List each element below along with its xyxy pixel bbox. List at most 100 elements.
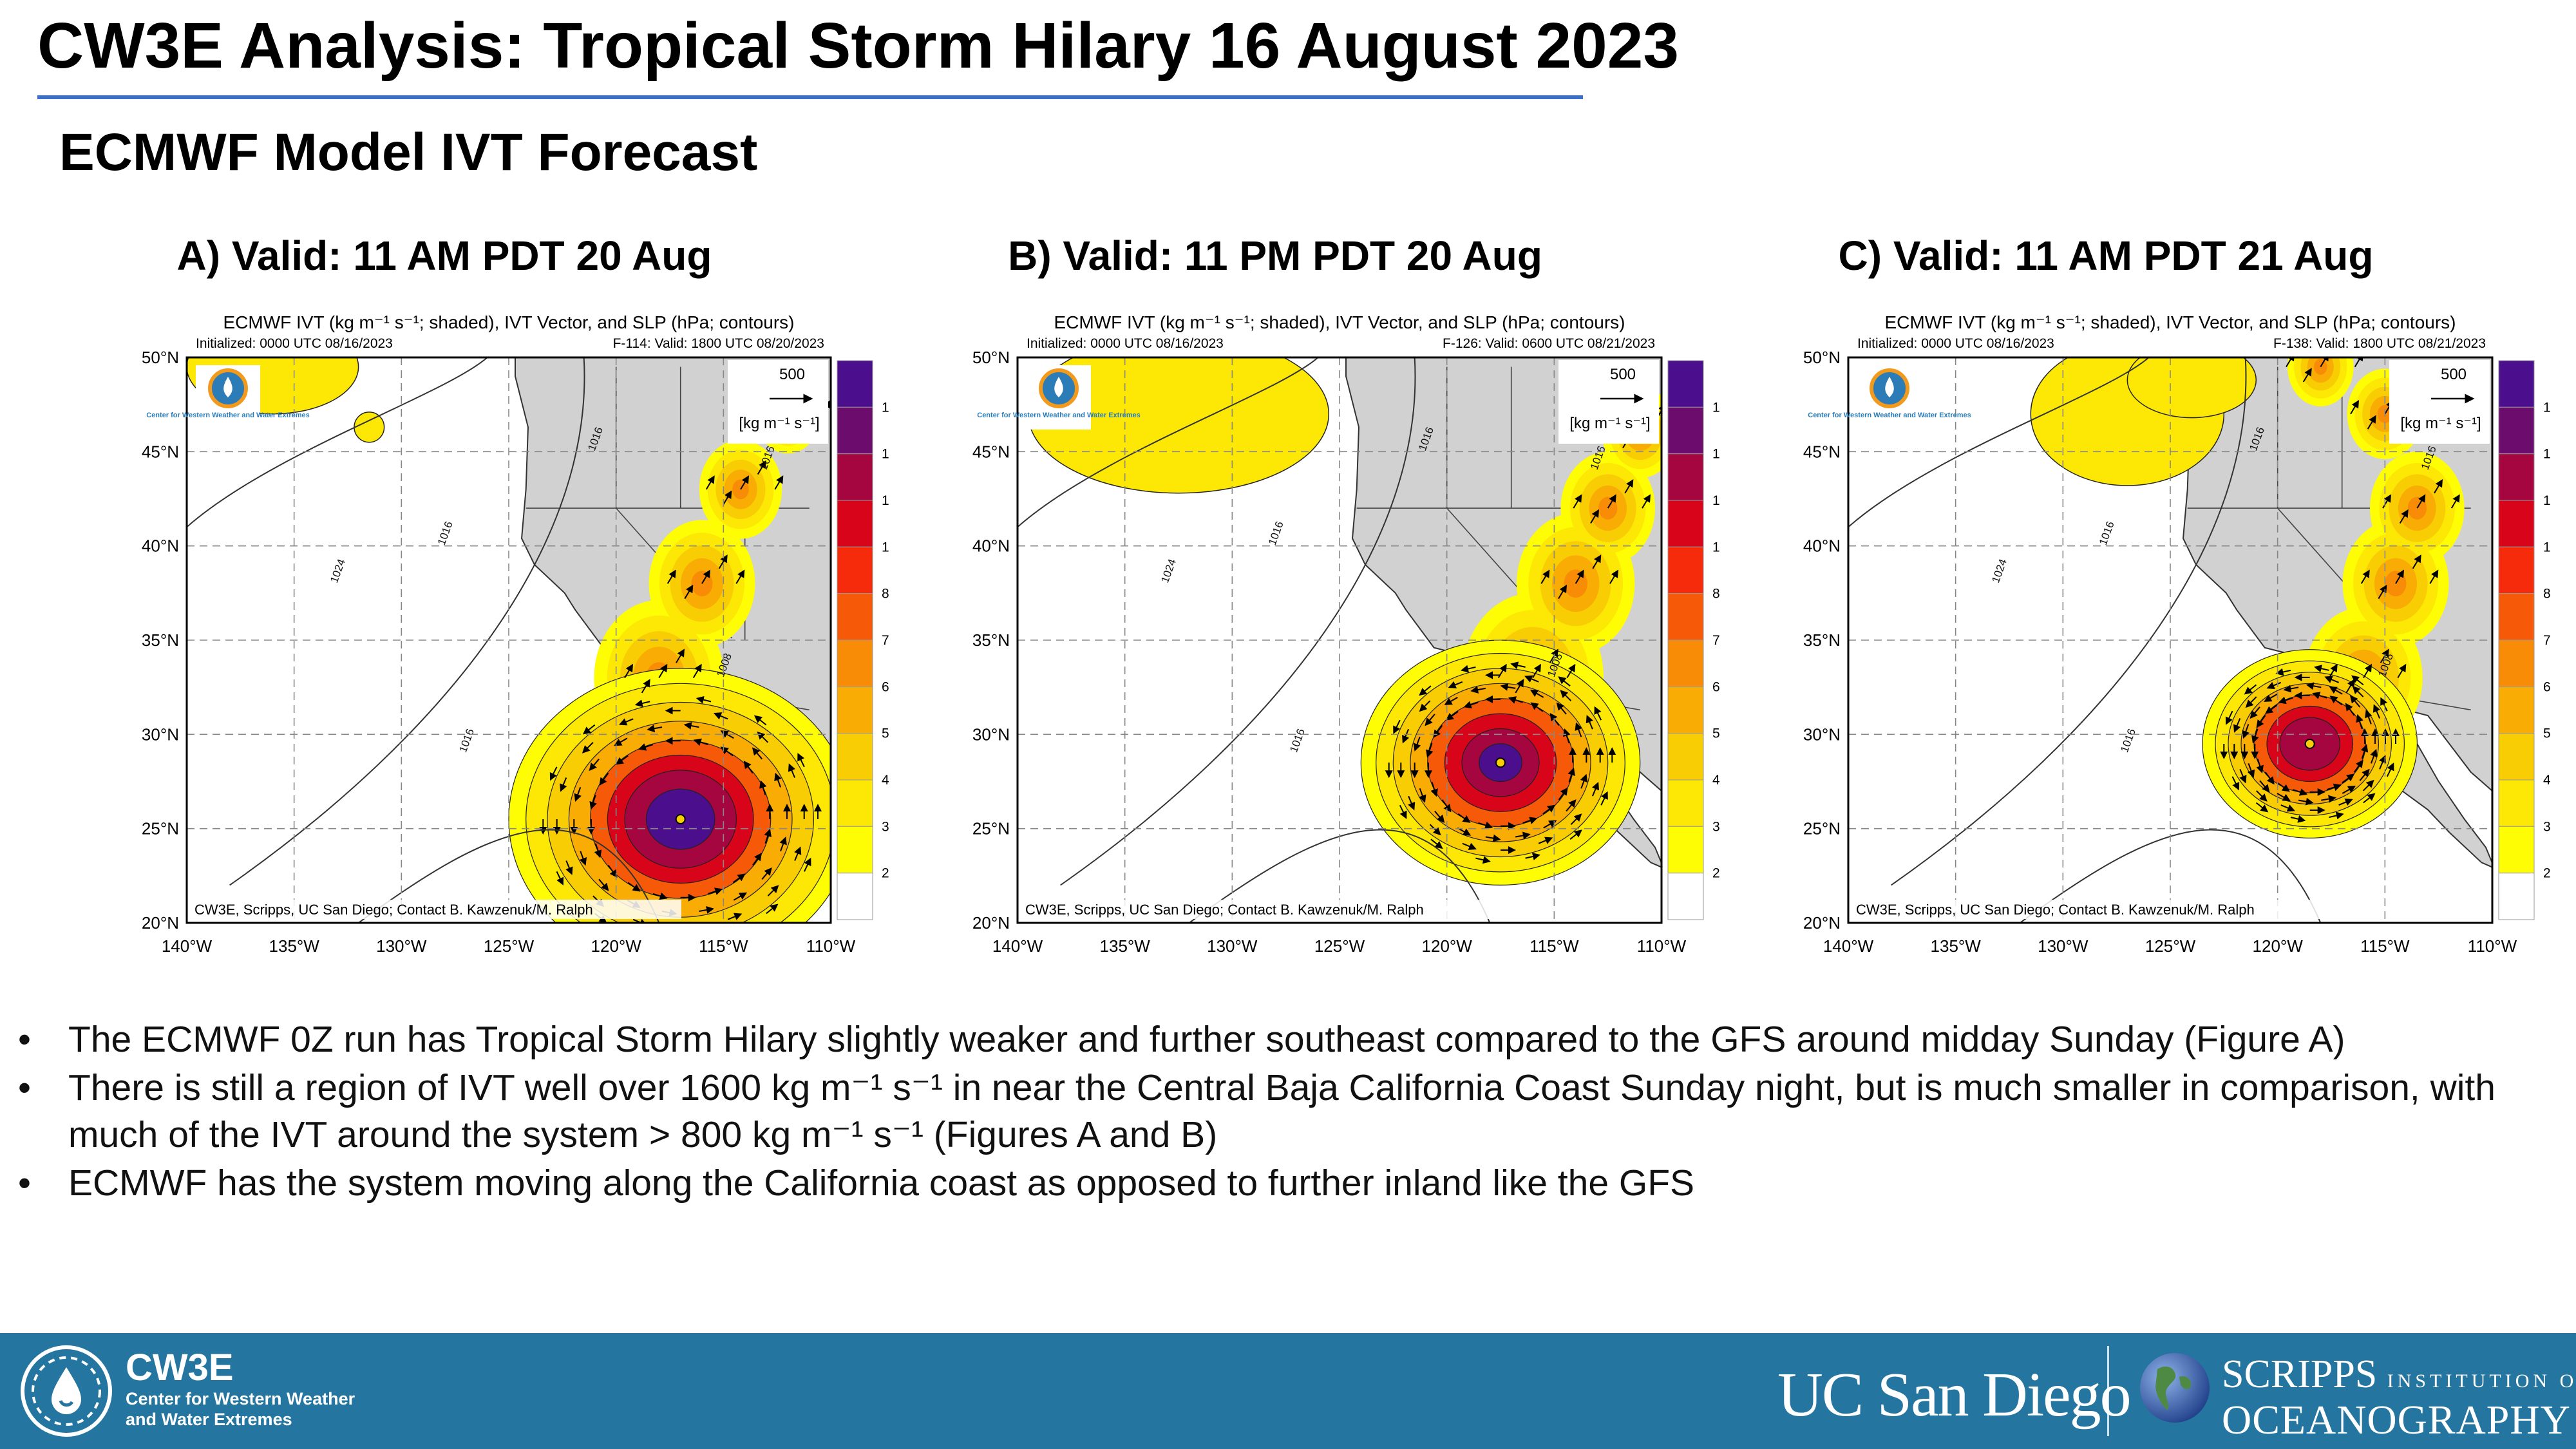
cw3e-brand: CW3E Center for Western Weather and Wate… — [126, 1347, 355, 1430]
lon-label: 130°W — [376, 936, 427, 956]
lon-label: 140°W — [992, 936, 1043, 956]
lat-label: 50°N — [972, 348, 1010, 367]
svg-text:500: 500 — [882, 726, 889, 741]
bullet-text: The ECMWF 0Z run has Tropical Storm Hila… — [68, 1019, 2345, 1060]
map-gridlines — [1018, 357, 1662, 923]
lon-label: 135°W — [269, 936, 320, 956]
plot-title: ECMWF IVT (kg m⁻¹ s⁻¹; shaded), IVT Vect… — [1054, 312, 1625, 332]
credit-text: CW3E, Scripps, UC San Diego; Contact B. … — [1856, 902, 2255, 918]
ivt-map: ECMWF IVT (kg m⁻¹ s⁻¹; shaded), IVT Vect… — [142, 312, 889, 956]
scripps-name: SCRIPPS — [2222, 1352, 2378, 1396]
lon-label: 125°W — [484, 936, 535, 956]
lon-label: 120°W — [591, 936, 642, 956]
panel-heading: C) Valid: 11 AM PDT 21 Aug — [1838, 232, 2374, 279]
svg-text:[kg m⁻¹ s⁻¹]: [kg m⁻¹ s⁻¹] — [1569, 415, 1650, 432]
svg-text:700: 700 — [1712, 633, 1719, 648]
slp-contour — [1848, 357, 2150, 528]
slp-contour — [1189, 829, 1491, 923]
lon-label: 135°W — [1100, 936, 1151, 956]
svg-text:600: 600 — [882, 679, 889, 694]
lon-label: 125°W — [1314, 936, 1365, 956]
panel-heading: A) Valid: 11 AM PDT 20 Aug — [176, 232, 712, 279]
bullet-dot: • — [18, 1067, 31, 1108]
lat-label: 25°N — [142, 819, 179, 838]
credit-text: CW3E, Scripps, UC San Diego; Contact B. … — [194, 902, 593, 918]
svg-text:500: 500 — [779, 366, 805, 383]
svg-text:1000: 1000 — [882, 540, 889, 554]
svg-text:300: 300 — [2543, 819, 2550, 834]
svg-text:1200: 1200 — [1712, 493, 1719, 508]
slp-contour — [2020, 829, 2322, 923]
globe-icon — [2140, 1353, 2210, 1423]
map-panel: B) Valid: 11 PM PDT 20 Aug ECMWF IVT (kg … — [889, 232, 1719, 989]
ivt-blob — [2126, 357, 2257, 419]
map-panel: C) Valid: 11 AM PDT 21 Aug ECMWF IVT (kg … — [1719, 232, 2550, 989]
cw3e-mini-logo: Center for Western Weather and Water Ext… — [146, 365, 310, 430]
lat-label: 45°N — [142, 442, 179, 461]
slp-contour — [1891, 357, 2247, 886]
lat-label: 35°N — [972, 630, 1010, 650]
svg-text:[kg m⁻¹ s⁻¹]: [kg m⁻¹ s⁻¹] — [2400, 415, 2481, 432]
map-frame — [1847, 356, 2494, 924]
vector-reference: 500 [kg m⁻¹ s⁻¹] — [728, 360, 828, 444]
lon-label: 115°W — [2360, 936, 2410, 956]
svg-text:1200: 1200 — [2543, 493, 2550, 508]
scripps-institution: INSTITUTION OF — [2387, 1370, 2576, 1392]
colorbar: 1600 1400 1200 1000 800 700 600 500 400 300 250 — [837, 360, 889, 920]
bullet-item: • The ECMWF 0Z run has Tropical Storm Hil… — [18, 1016, 2562, 1063]
svg-text:500: 500 — [1610, 366, 1636, 383]
map-frame — [1016, 356, 1663, 924]
svg-text:400: 400 — [2543, 773, 2550, 788]
svg-text:250: 250 — [2543, 866, 2550, 881]
state-borders — [526, 366, 810, 711]
bullet-dot: • — [18, 1162, 31, 1204]
ivt-map: ECMWF IVT (kg m⁻¹ s⁻¹; shaded), IVT Vect… — [1803, 312, 2550, 956]
map-frame — [185, 356, 832, 924]
credit-text: CW3E, Scripps, UC San Diego; Contact B. … — [1025, 902, 1424, 918]
bullet-list: • The ECMWF 0Z run has Tropical Storm Hil… — [18, 1016, 2562, 1208]
lat-label: 35°N — [1803, 630, 1841, 650]
svg-text:700: 700 — [882, 633, 889, 648]
cw3e-line2: and Water Extremes — [126, 1410, 292, 1429]
lon-label: 115°W — [1530, 936, 1579, 956]
svg-text:800: 800 — [882, 587, 889, 601]
ivt-blob — [354, 412, 385, 443]
lat-label: 25°N — [1803, 819, 1841, 838]
lon-label: 140°W — [162, 936, 213, 956]
lat-label: 20°N — [1803, 913, 1841, 933]
colorbar: 1600 1400 1200 1000 800 700 600 500 400 300 250 — [2498, 360, 2550, 920]
lon-label: 135°W — [1931, 936, 1982, 956]
init-label: Initialized: 0000 UTC 08/16/2023 — [1027, 336, 1224, 351]
lon-label: 110°W — [2468, 936, 2517, 956]
svg-text:1600: 1600 — [2543, 400, 2550, 415]
bullet-dot: • — [18, 1019, 31, 1060]
lat-label: 45°N — [1803, 442, 1841, 461]
title-underline — [37, 95, 1583, 99]
state-borders — [1356, 366, 1640, 711]
svg-text:1600: 1600 — [1712, 400, 1719, 415]
map-panel: A) Valid: 11 AM PDT 20 Aug ECMWF IVT (kg … — [58, 232, 889, 989]
cw3e-line1: Center for Western Weather — [126, 1389, 355, 1408]
vector-reference: 500 [kg m⁻¹ s⁻¹] — [1558, 360, 1659, 444]
svg-text:300: 300 — [1712, 819, 1719, 834]
slp-contour — [229, 357, 585, 886]
svg-text:Center for Western Weather and: Center for Western Weather and Water Ext… — [146, 412, 309, 419]
footer-divider — [2107, 1346, 2109, 1436]
state-borders — [2187, 366, 2471, 711]
svg-text:300: 300 — [882, 819, 889, 834]
svg-text:250: 250 — [1712, 866, 1719, 881]
lon-label: 120°W — [2253, 936, 2304, 956]
colorbar: 1600 1400 1200 1000 800 700 600 500 400 300 250 — [1667, 360, 1719, 920]
cw3e-mini-logo: Center for Western Weather and Water Ext… — [1808, 365, 1971, 430]
svg-text:1600: 1600 — [882, 400, 889, 415]
init-label: Initialized: 0000 UTC 08/16/2023 — [1857, 336, 2054, 351]
svg-text:400: 400 — [882, 773, 889, 788]
storm-eye-icon — [675, 814, 686, 824]
svg-text:600: 600 — [1712, 679, 1719, 694]
svg-text:500: 500 — [2543, 726, 2550, 741]
lat-label: 30°N — [972, 724, 1010, 744]
svg-text:700: 700 — [2543, 633, 2550, 648]
svg-text:1400: 1400 — [1712, 447, 1719, 462]
ucsd-logo: UC San Diego — [1777, 1360, 2132, 1430]
valid-label: F-126: Valid: 0600 UTC 08/21/2023 — [1443, 336, 1655, 351]
